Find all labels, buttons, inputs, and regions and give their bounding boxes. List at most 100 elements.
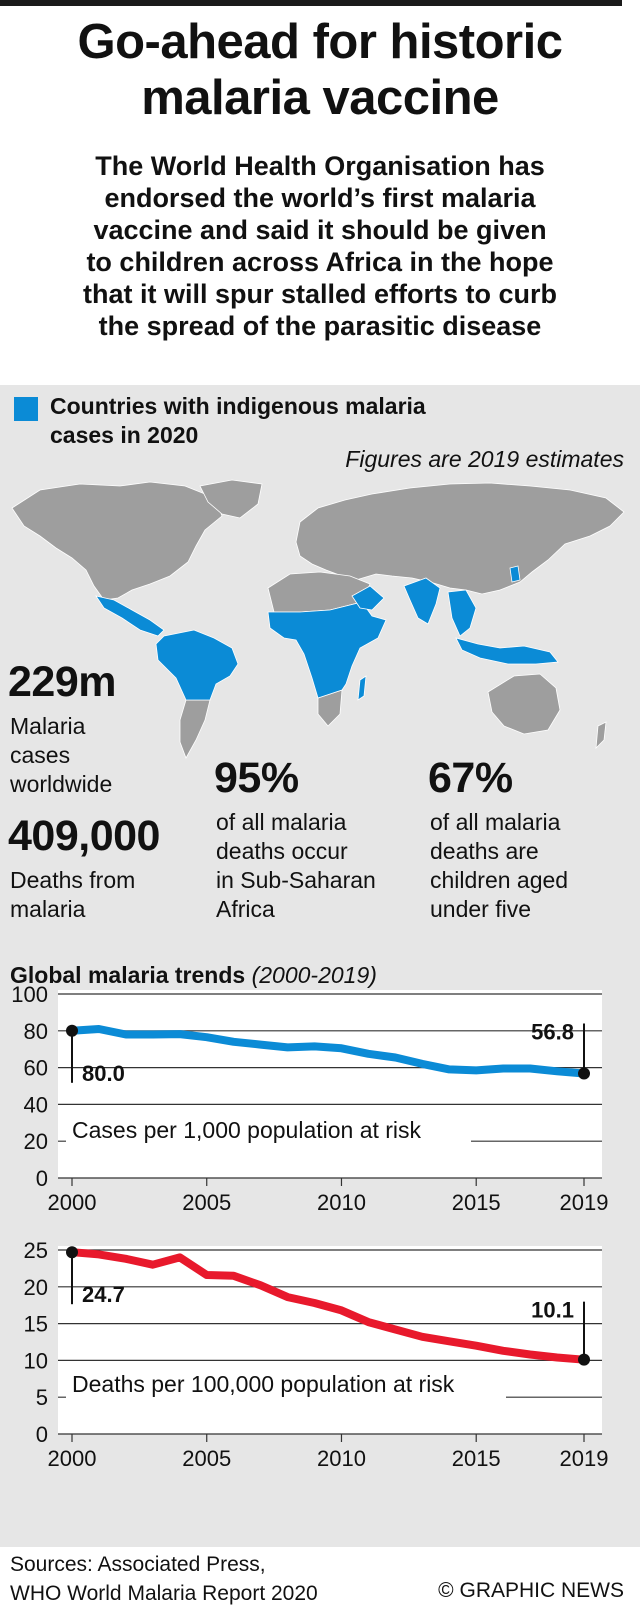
cases-y-tick-label: 60 — [24, 1056, 48, 1081]
cases-x-tick-label: 2019 — [560, 1190, 609, 1215]
eurasia — [295, 482, 625, 595]
deaths-y-tick-label: 25 — [24, 1238, 48, 1263]
stat-children-desc-3: children aged — [430, 867, 569, 893]
stat-deaths-desc-1: Deaths from — [10, 867, 136, 893]
cases-y-tick-label: 100 — [11, 982, 48, 1007]
malaria-africa — [267, 601, 387, 699]
new-zealand — [595, 721, 607, 750]
trends-heading: Global malaria trends (2000-2019) — [10, 962, 377, 989]
stat-cases-desc-3: worldwide — [10, 771, 113, 797]
deaths-x-tick-label: 2000 — [48, 1446, 97, 1471]
stat-children-value: 67% — [428, 754, 513, 802]
malaria-madagascar — [357, 675, 367, 701]
greenland — [199, 479, 263, 519]
stat-cases-desc: Malaria cases worldwide — [10, 712, 112, 799]
deaths-x-tick-label: 2010 — [317, 1446, 366, 1471]
standfirst-line-4: to children across Africa in the hope — [86, 247, 554, 277]
standfirst: The World Health Organisation has endors… — [0, 150, 640, 342]
world-map — [11, 479, 625, 759]
map-legend: Countries with indigenous malaria cases … — [50, 392, 426, 450]
cases-chart: 0 20 40 60 80 100 2000 2005 2010 2015 2019 Cases pe… — [11, 982, 609, 1215]
stat-children-desc-4: under five — [430, 896, 532, 922]
deaths-end-dot — [578, 1353, 590, 1366]
deaths-start-dot — [66, 1246, 78, 1259]
legend-line-2: cases in 2020 — [50, 422, 199, 448]
deaths-x-tick-label: 2019 — [560, 1446, 609, 1471]
stat-cases-desc-1: Malaria — [10, 713, 86, 739]
stat-subsaharan-desc-2: deaths occur — [216, 838, 348, 864]
malaria-indonesia — [455, 637, 559, 665]
cases-end-label: 56.8 — [531, 1019, 574, 1044]
deaths-y-tick-label: 15 — [24, 1312, 48, 1337]
cases-series-line — [68, 1025, 588, 1078]
cases-start-dot — [66, 1024, 78, 1037]
deaths-x-tick-label: 2005 — [182, 1446, 231, 1471]
australia — [487, 673, 561, 735]
standfirst-line-5: that it will spur stalled efforts to cur… — [82, 279, 558, 309]
headline-line-2: malaria vaccine — [141, 71, 499, 125]
headline: Go-ahead for historic malaria vaccine — [0, 14, 640, 126]
stat-deaths-desc-2: malaria — [10, 896, 86, 922]
standfirst-line-6: the spread of the parasitic disease — [98, 311, 542, 341]
cases-end-dot — [578, 1067, 590, 1080]
cases-x-tick-label: 2005 — [182, 1190, 231, 1215]
trends-period: (2000-2019) — [251, 962, 377, 988]
land-masses — [11, 479, 625, 759]
cases-start-label: 80.0 — [82, 1061, 125, 1086]
malaria-central-america — [95, 595, 165, 637]
stat-cases-desc-2: cases — [10, 742, 71, 768]
deaths-caption-bg — [66, 1368, 506, 1400]
deaths-x-tick-label: 2015 — [452, 1446, 501, 1471]
deaths-y-tick-label: 5 — [36, 1385, 48, 1410]
sources-line-2: WHO World Malaria Report 2020 — [10, 1582, 318, 1605]
deaths-y-tick-label: 20 — [24, 1275, 48, 1300]
stat-subsaharan-desc-3: in Sub-Saharan — [216, 867, 376, 893]
legend-line-1: Countries with indigenous malaria — [50, 393, 426, 419]
deaths-chart: 0 5 10 15 20 25 2000 2005 2010 2015 2019 Deaths per… — [24, 1238, 609, 1471]
stat-cases-value: 229m — [8, 658, 116, 706]
standfirst-line-1: The World Health Organisation has — [95, 151, 545, 181]
deaths-end-label: 10.1 — [531, 1298, 574, 1323]
cases-caption-bg — [66, 1114, 471, 1146]
deaths-plot-area — [58, 1246, 602, 1434]
stat-deaths-desc: Deaths from malaria — [10, 866, 135, 924]
trends-title: Global malaria trends — [10, 962, 246, 988]
stat-subsaharan-desc-4: Africa — [216, 896, 275, 922]
sources: Sources: Associated Press, WHO World Mal… — [10, 1550, 318, 1608]
malaria-areas — [95, 565, 559, 701]
estimates-note: Figures are 2019 estimates — [345, 446, 624, 472]
cases-caption: Cases per 1,000 population at risk — [72, 1117, 422, 1143]
cases-y-tick-label: 20 — [24, 1129, 48, 1154]
malaria-arabia — [351, 585, 385, 611]
malaria-korea — [509, 565, 521, 583]
standfirst-line-2: endorsed the world’s first malaria — [104, 183, 536, 213]
cases-y-tick-label: 40 — [24, 1092, 48, 1117]
malaria-southeast-asia — [447, 589, 477, 637]
cases-y-tick-label: 0 — [36, 1166, 48, 1191]
deaths-caption: Deaths per 100,000 population at risk — [72, 1371, 455, 1397]
deaths-y-tick-label: 0 — [36, 1422, 48, 1447]
malaria-south-asia — [403, 577, 441, 625]
deaths-series-line — [68, 1248, 588, 1364]
stat-subsaharan-desc: of all malaria deaths occur in Sub-Sahar… — [216, 808, 376, 924]
legend-swatch — [14, 397, 38, 421]
stat-subsaharan-value: 95% — [214, 754, 299, 802]
stat-children-desc: of all malaria deaths are children aged … — [430, 808, 568, 924]
headline-line-1: Go-ahead for historic — [77, 15, 563, 69]
cases-plot-area — [58, 990, 602, 1178]
stat-children-desc-2: deaths are — [430, 838, 539, 864]
deaths-start-label: 24.7 — [82, 1282, 125, 1307]
sources-line-1: Sources: Associated Press, — [10, 1553, 266, 1576]
south-america-south — [179, 699, 211, 759]
stat-subsaharan-desc-1: of all malaria — [216, 809, 347, 835]
cases-y-tick-label: 80 — [24, 1019, 48, 1044]
malaria-south-america — [155, 629, 239, 701]
cases-x-tick-label: 2000 — [48, 1190, 97, 1215]
cases-x-tick-label: 2010 — [317, 1190, 366, 1215]
north-america — [11, 481, 223, 601]
cases-x-tick-label: 2015 — [452, 1190, 501, 1215]
stat-deaths-value: 409,000 — [8, 812, 160, 860]
credit: © GRAPHIC NEWS — [438, 1579, 624, 1602]
top-rule — [0, 0, 622, 6]
stat-children-desc-1: of all malaria — [430, 809, 561, 835]
